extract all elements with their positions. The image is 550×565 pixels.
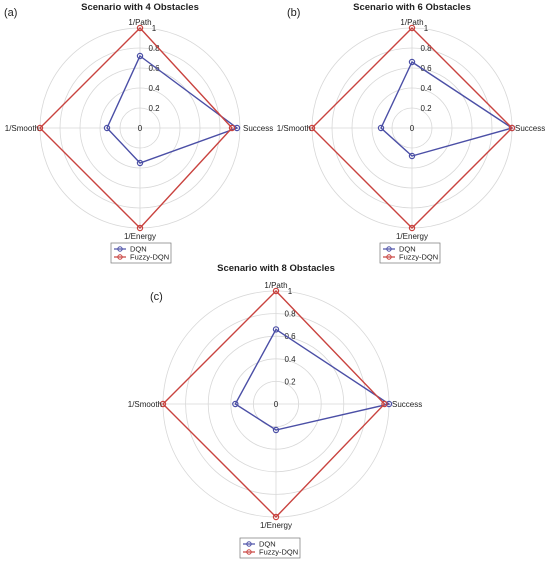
data-point <box>408 152 416 160</box>
series-line-fuzzy-dqn <box>162 289 386 519</box>
tick-label: 0.6 <box>420 64 432 73</box>
axis-label: 1/Energy <box>260 521 292 530</box>
axis-label: Success <box>243 124 273 133</box>
axis-label: 1/Smooth <box>5 124 39 133</box>
data-point <box>408 58 416 66</box>
axis-label: Success <box>515 124 545 133</box>
data-point <box>272 326 280 333</box>
data-point <box>272 513 280 521</box>
tick-label: 1 <box>424 24 429 33</box>
data-point <box>159 400 167 408</box>
legend-box <box>239 537 301 559</box>
data-point <box>36 124 44 132</box>
legend-entry: Fuzzy-DQN <box>259 548 298 557</box>
legend-entry: DQN <box>259 540 276 549</box>
legend-entry: DQN <box>130 245 147 254</box>
tick-label: 0.8 <box>420 44 432 53</box>
legend-marker <box>117 254 123 260</box>
tick-label: 0.4 <box>420 84 432 93</box>
data-point <box>381 400 388 408</box>
data-point <box>385 400 393 408</box>
axis-label: 1/Path <box>264 281 287 290</box>
tick-label: 1 <box>152 24 157 33</box>
data-point <box>408 24 416 32</box>
tick-label: 1 <box>288 287 293 296</box>
data-point <box>308 124 316 132</box>
legend-box <box>110 242 172 264</box>
series-line-fuzzy-dqn <box>39 26 233 230</box>
data-point <box>136 224 144 232</box>
tick-label: 0 <box>410 124 415 133</box>
tick-label: 0.8 <box>148 44 160 53</box>
axis-label: 1/Energy <box>396 232 428 241</box>
data-point <box>103 124 111 132</box>
legend-marker <box>117 246 123 252</box>
tick-label: 0.6 <box>284 332 296 341</box>
data-point <box>408 224 416 232</box>
data-point <box>377 124 385 132</box>
tick-label: 0.4 <box>284 355 296 364</box>
axis-label: 1/Smooth <box>277 124 311 133</box>
axis-label: Success <box>392 400 422 409</box>
data-point <box>272 287 280 295</box>
tick-label: 0.8 <box>284 310 296 319</box>
panel-label: (c) <box>150 291 163 303</box>
series-line-fuzzy-dqn <box>311 27 513 229</box>
legend-entry: Fuzzy-DQN <box>399 253 438 262</box>
tick-label: 0.4 <box>148 84 160 93</box>
data-point <box>508 124 516 132</box>
series-line-dqn <box>234 328 391 431</box>
tick-label: 0.2 <box>420 104 432 113</box>
legend-box <box>379 242 441 264</box>
series-line-dqn <box>380 60 514 157</box>
axis-label: 1/Path <box>400 18 423 27</box>
tick-label: 0.2 <box>148 104 160 113</box>
tick-label: 0 <box>274 400 279 409</box>
data-point <box>228 124 236 132</box>
data-point <box>136 24 144 32</box>
tick-label: 0.6 <box>148 64 160 73</box>
chart-title: Scenario with 4 Obstacles <box>81 2 199 13</box>
legend-marker <box>386 254 392 260</box>
radar-panel-1: 0 0.2 0.4 0.6 0.8 11/Path Success 1/Energy 1/Smo… <box>4 2 273 264</box>
data-point <box>136 52 144 60</box>
legend-marker <box>386 246 392 252</box>
tick-label: 0 <box>138 124 143 133</box>
radar-panel-3: 0 0.2 0.4 0.6 0.8 11/Path Success 1/Energy 1/Smo… <box>128 263 422 559</box>
panel-label: (b) <box>287 7 300 19</box>
chart-title: Scenario with 6 Obstacles <box>353 2 471 13</box>
legend-marker <box>246 541 252 547</box>
axis-label: 1/Path <box>128 18 151 27</box>
legend-marker <box>246 549 252 555</box>
data-point <box>272 426 280 434</box>
series-line-dqn <box>106 54 239 164</box>
radar-panel-2: 0 0.2 0.4 0.6 0.8 11/Path Success 1/Energy 1/Smo… <box>277 2 545 264</box>
chart-title: Scenario with 8 Obstacles <box>217 263 335 274</box>
legend-entry: DQN <box>399 245 416 254</box>
data-point <box>232 400 239 408</box>
tick-label: 0.2 <box>284 377 296 386</box>
axis-label: 1/Smooth <box>128 400 162 409</box>
panel-label: (a) <box>4 7 17 19</box>
legend-entry: Fuzzy-DQN <box>130 253 169 262</box>
axis-label: 1/Energy <box>124 232 156 241</box>
data-point <box>136 159 144 167</box>
